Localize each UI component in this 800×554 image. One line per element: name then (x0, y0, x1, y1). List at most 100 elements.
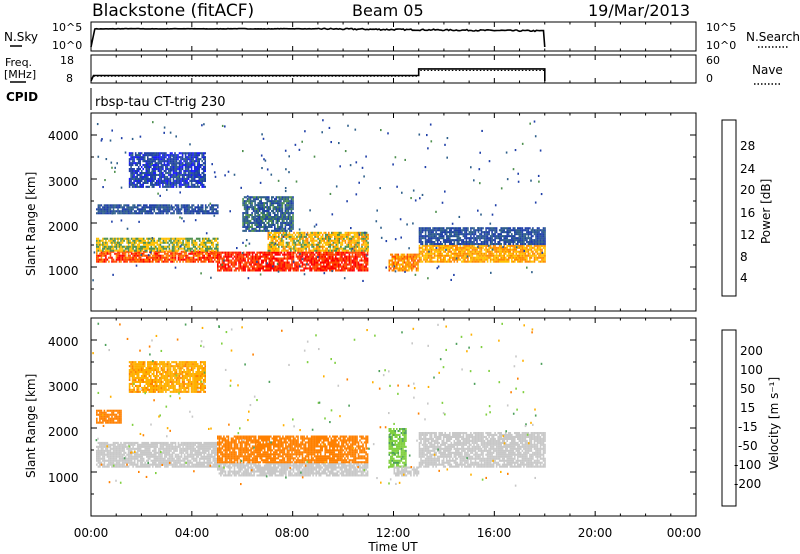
heatmap-cell (188, 256, 190, 259)
heatmap-cell (281, 223, 284, 226)
heatmap-cell (312, 233, 315, 236)
heatmap-cell (135, 250, 137, 253)
heatmap-cell (330, 267, 333, 270)
heatmap-cell (303, 257, 305, 260)
heatmap-cell (471, 231, 474, 234)
heatmap-cell (186, 179, 188, 182)
heatmap-cell (515, 258, 518, 261)
heatmap-cell (256, 267, 258, 270)
heatmap-cell (355, 243, 357, 246)
heatmap-cell (462, 248, 465, 251)
heatmap-cell (246, 208, 249, 211)
heatmap-cell (239, 253, 242, 256)
heatmap-cell (449, 239, 451, 242)
nsky-label: N.Sky (4, 30, 38, 44)
heatmap-cell (435, 254, 437, 257)
heatmap-cell (294, 233, 297, 236)
heatmap-cell (179, 258, 181, 261)
heatmap-cell (133, 156, 135, 159)
heatmap-cell (491, 235, 493, 238)
heatmap-cell (201, 206, 204, 209)
heatmap-cell (286, 200, 288, 203)
heatmap-cell (311, 239, 313, 242)
heatmap-cell (204, 185, 206, 188)
heatmap-cell (476, 252, 478, 255)
heatmap-cell (138, 243, 140, 246)
heatmap-cell (503, 260, 505, 263)
heatmap-cell (201, 249, 204, 252)
heatmap-cell (536, 250, 539, 253)
heatmap-cell (115, 252, 118, 255)
heatmap-cell (323, 241, 325, 244)
heatmap-cell (458, 229, 460, 232)
heatmap-cell (163, 152, 166, 155)
heatmap-cell (526, 258, 528, 261)
heatmap-cell (285, 263, 287, 266)
heatmap-cell (137, 170, 140, 173)
heatmap-cell (338, 253, 340, 256)
heatmap-cell (295, 267, 298, 270)
heatmap-cell (250, 255, 252, 258)
heatmap-cell (290, 223, 293, 226)
heatmap-cell (424, 244, 427, 247)
heatmap-cell (156, 212, 159, 215)
heatmap-cell (189, 156, 191, 159)
heatmap-cell (494, 241, 496, 244)
heatmap-cell (351, 261, 354, 264)
heatmap-cell (193, 172, 196, 175)
heatmap-cell (260, 259, 263, 262)
heatmap-cell (485, 256, 487, 259)
heatmap-cell (177, 173, 179, 176)
heatmap-cell (357, 267, 360, 270)
heatmap-cell (195, 237, 198, 240)
heatmap-cell (198, 168, 200, 171)
heatmap-cell (179, 208, 181, 211)
heatmap-cell (174, 166, 176, 169)
heatmap-cell (430, 258, 433, 261)
heatmap-cell (390, 263, 392, 266)
heatmap-cell (300, 231, 303, 234)
heatmap-cell (171, 241, 174, 244)
heatmap-cell (133, 177, 135, 180)
heatmap-cell (432, 256, 434, 259)
heatmap-cell (149, 256, 151, 259)
heatmap-cell (134, 170, 137, 173)
heatmap-cell (142, 239, 145, 242)
heatmap-cell (193, 175, 196, 178)
heatmap-cell (439, 258, 442, 261)
heatmap-cell (261, 229, 264, 232)
heatmap-cell (333, 267, 336, 270)
heatmap-cell (317, 237, 319, 240)
heatmap-cell (204, 173, 206, 176)
heatmap-cell (347, 269, 349, 272)
heatmap-cell (424, 241, 427, 244)
heatmap-cell (206, 239, 209, 242)
heatmap-cell (280, 259, 283, 262)
heatmap-cell (420, 246, 422, 249)
heatmap-cell (464, 229, 466, 232)
heatmap-cell (281, 225, 284, 228)
heatmap-cell (320, 237, 322, 240)
heatmap-cell (269, 235, 271, 238)
heatmap-cell (280, 223, 282, 226)
heatmap-cell (127, 239, 130, 242)
heatmap-cell (147, 166, 149, 169)
heatmap-cell (275, 221, 278, 224)
heatmap-cell (183, 183, 185, 186)
heatmap-cell (111, 237, 113, 240)
heatmap-cell (289, 221, 291, 224)
heatmap-cell (423, 254, 425, 257)
heatmap-cell (287, 223, 290, 226)
heatmap-cell (287, 245, 289, 248)
heatmap-cell (315, 261, 317, 264)
heatmap-cell (400, 267, 403, 270)
heatmap-cell (135, 258, 137, 261)
heatmap-cell (456, 235, 459, 238)
heatmap-cell (461, 229, 463, 232)
heatmap-cell (187, 170, 190, 173)
heatmap-cell (272, 208, 275, 211)
heatmap-cell (218, 257, 221, 260)
heatmap-cell (474, 248, 477, 251)
heatmap-cell (145, 177, 148, 180)
heatmap-cell (156, 166, 158, 169)
